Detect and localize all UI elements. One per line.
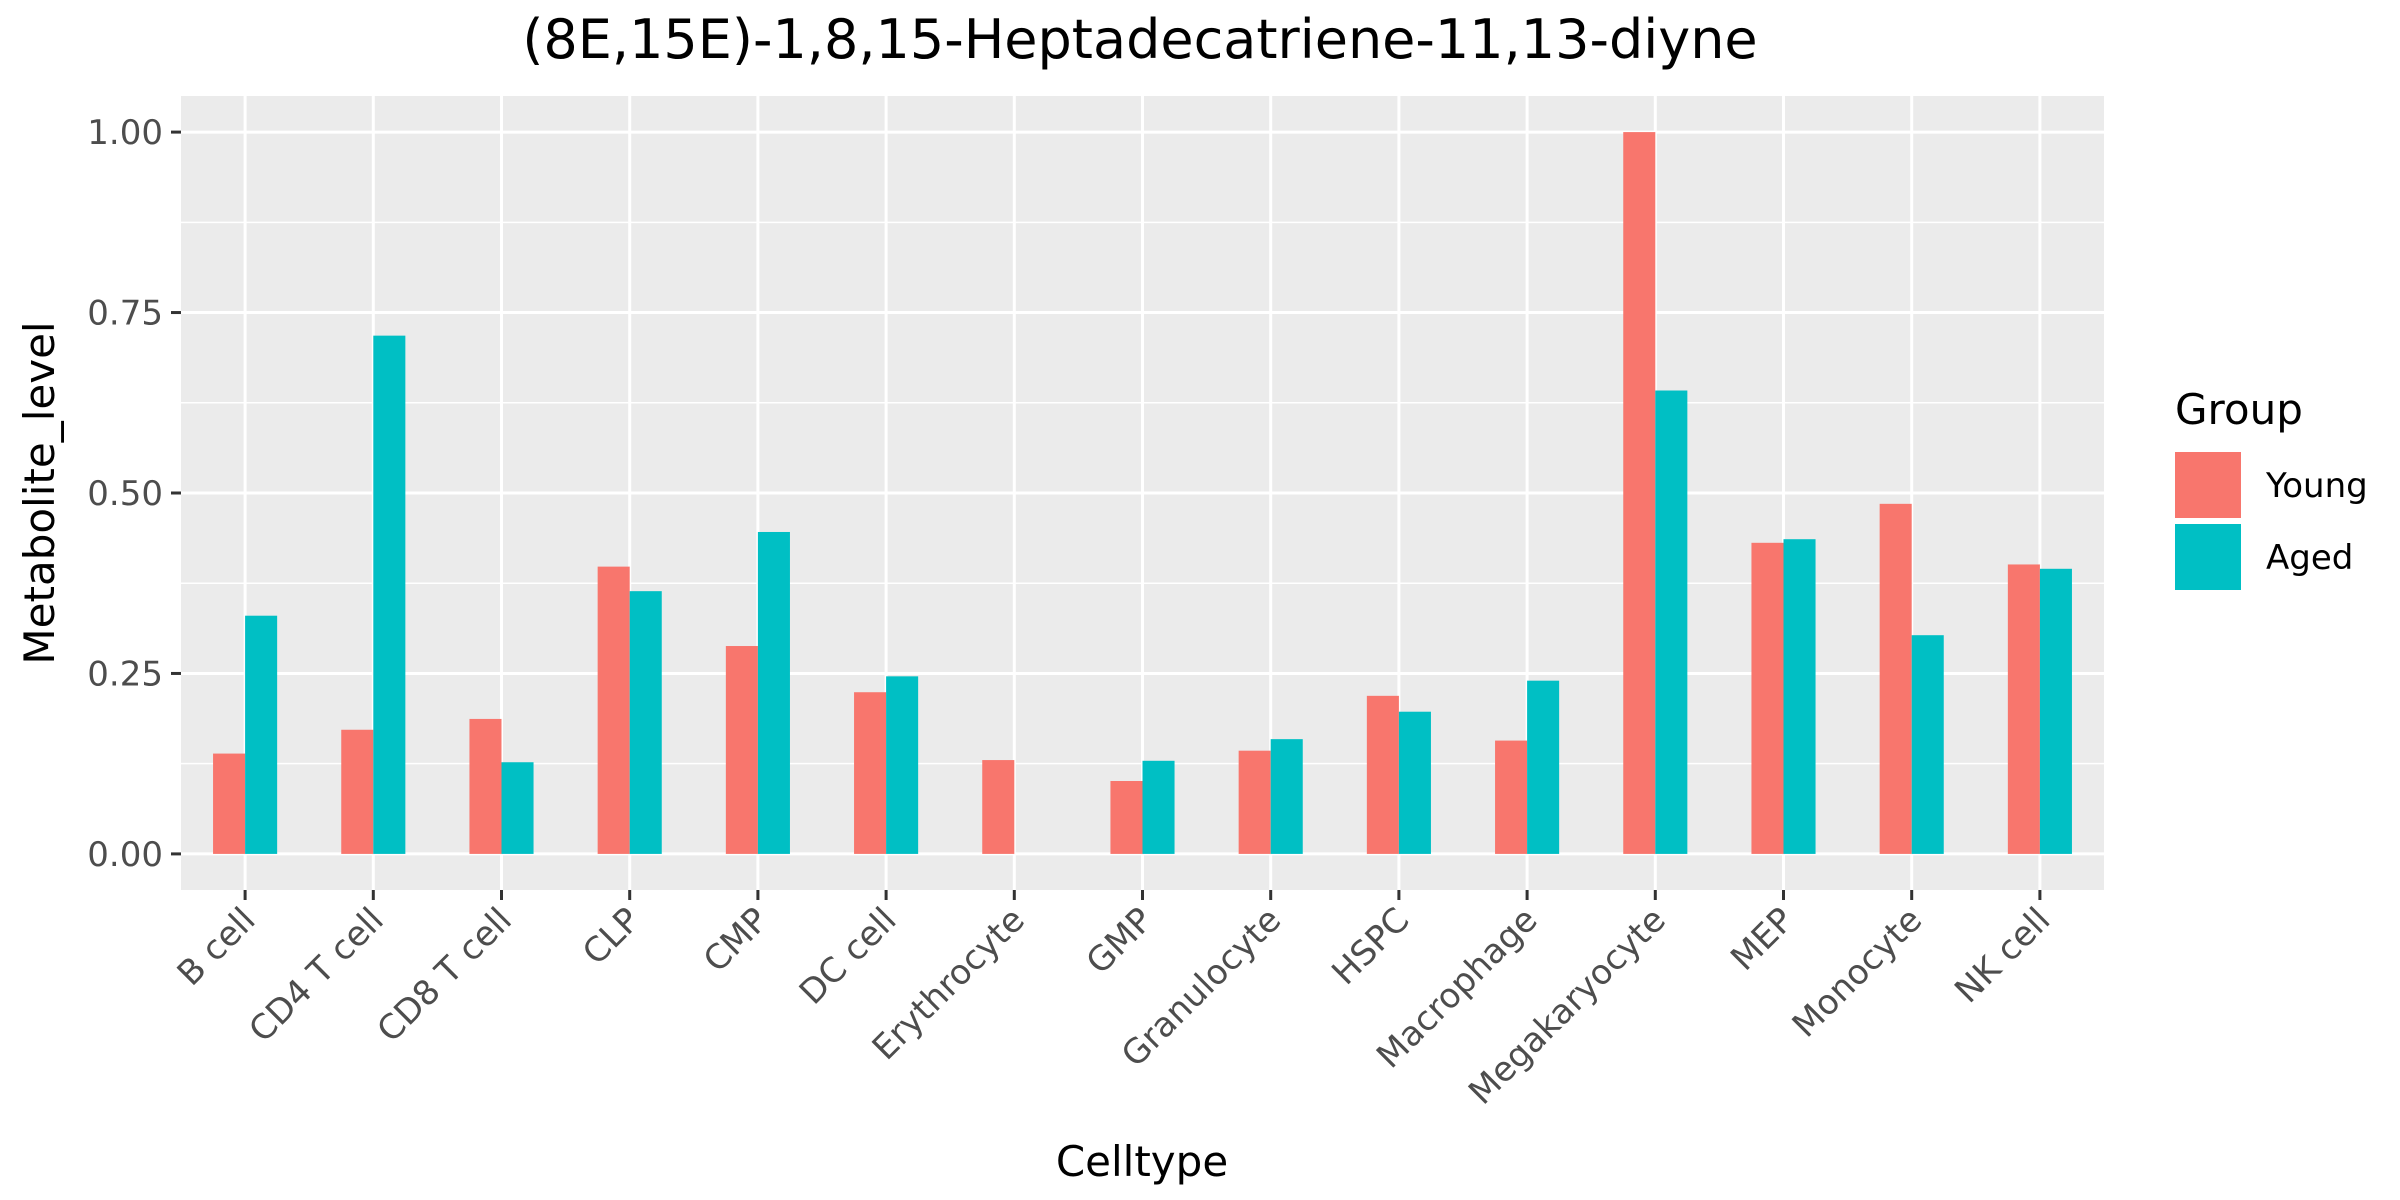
bar-aged — [1398, 711, 1431, 854]
bar-aged — [1270, 739, 1303, 854]
bar-young — [597, 566, 630, 854]
bar-aged — [1783, 539, 1816, 854]
bar-young — [1366, 695, 1399, 854]
bars — [213, 132, 2072, 854]
x-tick-label: GMP — [1079, 900, 1161, 982]
y-axis: 0.00 0.25 0.50 0.75 1.00 — [87, 113, 181, 875]
y-axis-title: Metabolite_level — [15, 321, 64, 664]
x-tick-label: CD4 T cell — [241, 900, 391, 1050]
bar-aged — [629, 591, 662, 854]
x-tick-label: NK cell — [1947, 900, 2058, 1011]
x-axis-title: Celltype — [1056, 1137, 1228, 1186]
bar-aged — [373, 335, 406, 854]
x-tick-label: CMP — [696, 900, 776, 980]
bar-young — [469, 718, 502, 854]
bar-aged — [1911, 635, 1944, 854]
bar-aged — [501, 762, 534, 854]
x-tick-label: DC cell — [792, 900, 905, 1013]
y-tick-label: 0.50 — [87, 474, 163, 514]
bar-aged — [2039, 568, 2072, 854]
x-tick-label: HSPC — [1324, 900, 1417, 993]
bar-young — [2007, 564, 2040, 854]
legend-label-aged: Aged — [2266, 538, 2353, 578]
bar-young — [1879, 503, 1912, 854]
bar-young — [1238, 750, 1271, 854]
bar-aged — [1527, 680, 1560, 854]
bar-young — [1623, 132, 1656, 854]
bar-aged — [245, 615, 278, 854]
y-tick-label: 0.25 — [87, 654, 163, 694]
x-tick-label: MEP — [1723, 900, 1802, 979]
x-tick-label: B cell — [170, 900, 264, 994]
bar-aged — [886, 676, 919, 854]
y-tick-label: 0.75 — [87, 294, 163, 334]
x-tick-label: CD8 T cell — [370, 900, 520, 1050]
bar-young — [1495, 740, 1528, 854]
legend-key-young — [2175, 452, 2241, 518]
x-tick-label: CLP — [575, 900, 648, 973]
bar-young — [1110, 781, 1143, 854]
chart-title: (8E,15E)-1,8,15-Heptadecatriene-11,13-di… — [522, 8, 1757, 71]
bar-young — [213, 753, 246, 854]
legend-key-aged — [2175, 524, 2241, 590]
legend-title: Group — [2175, 385, 2303, 434]
bar-young — [725, 646, 758, 854]
legend: Group Young Aged — [2175, 385, 2368, 590]
x-tick-label: Monocyte — [1785, 900, 1930, 1045]
bar-aged — [757, 531, 790, 854]
bar-young — [1751, 542, 1784, 854]
bar-young — [341, 729, 374, 854]
legend-label-young: Young — [2265, 466, 2368, 506]
bar-young — [982, 760, 1015, 854]
bar-young — [854, 692, 887, 854]
y-tick-label: 1.00 — [87, 113, 163, 153]
y-tick-label: 0.00 — [87, 835, 163, 875]
bar-aged — [1142, 760, 1175, 854]
bar-aged — [1655, 390, 1688, 854]
